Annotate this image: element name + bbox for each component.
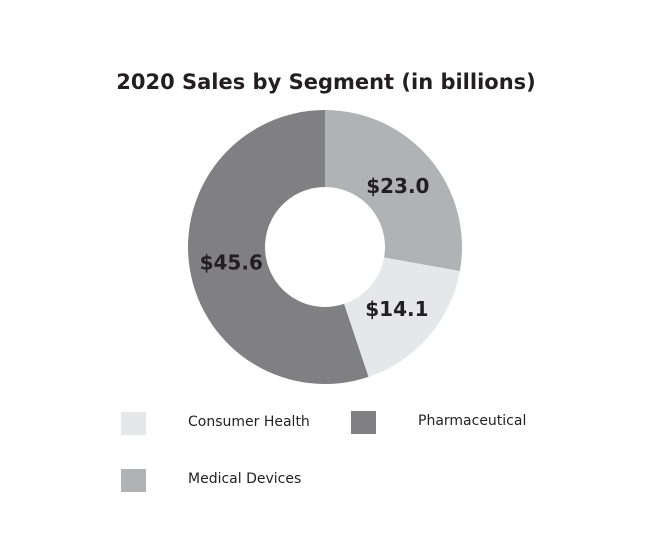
chart-title: 2020 Sales by Segment (in billions) xyxy=(116,70,536,94)
legend-label: Consumer Health xyxy=(188,414,310,430)
data-label: $45.6 xyxy=(200,250,263,274)
legend-swatch xyxy=(121,412,146,435)
legend-label: Medical Devices xyxy=(188,471,302,487)
legend-item-medical-devices xyxy=(121,469,146,492)
data-label: $23.0 xyxy=(366,174,429,198)
legend-swatch xyxy=(351,411,376,434)
legend-item-pharmaceutical xyxy=(351,411,376,434)
data-label: $14.1 xyxy=(365,297,428,321)
legend-swatch xyxy=(121,469,146,492)
legend-item-consumer-health xyxy=(121,412,146,435)
slice-pharmaceutical xyxy=(188,110,369,384)
legend-label: Pharmaceutical xyxy=(418,413,527,429)
slice-consumer-health xyxy=(344,257,460,377)
slice-medical-devices xyxy=(325,110,463,272)
